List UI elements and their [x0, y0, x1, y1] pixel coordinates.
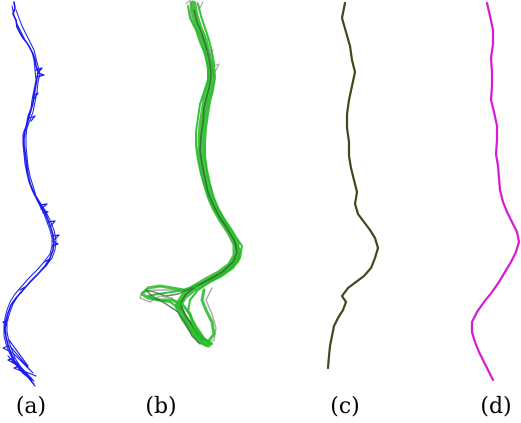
panel-b-top-tuft	[185, 0, 220, 73]
caption-c: (c)	[330, 394, 360, 419]
panel-a-path-2	[6, 9, 57, 382]
panel-a-path	[4, 1, 55, 381]
panel-a-noise	[2, 67, 60, 372]
panel-a-path-3	[3, 5, 53, 377]
panel-b-loop	[140, 284, 216, 344]
panel-b-strand-2	[187, 3, 243, 345]
panel-c-trajectory	[326, 1, 380, 370]
panel-c-path	[326, 1, 380, 370]
caption-d: (d)	[480, 394, 512, 419]
panel-b-strand-1	[147, 5, 241, 345]
caption-b: (b)	[145, 394, 177, 419]
caption-a: (a)	[15, 394, 47, 419]
panel-a-trajectory	[2, 1, 60, 387]
panel-b-trajectory-bundle	[139, 0, 243, 348]
panel-b-loop-2	[145, 287, 201, 345]
panel-d-path	[470, 1, 521, 382]
panel-a-end-clutter	[7, 339, 37, 387]
panel-b-strand-dark	[179, 9, 238, 339]
panel-d-trajectory	[470, 1, 521, 382]
